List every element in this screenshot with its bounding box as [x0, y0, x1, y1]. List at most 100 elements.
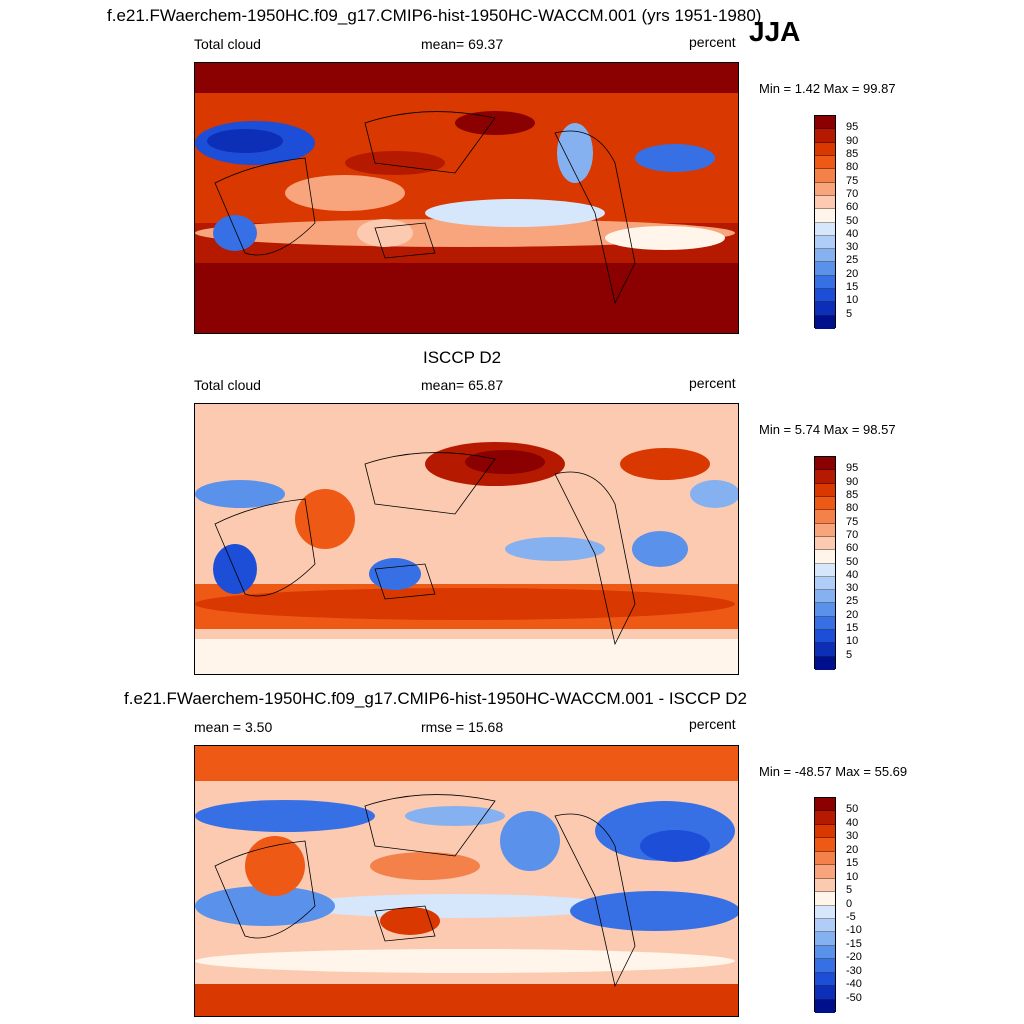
colorbar-tick-label: 15 — [846, 857, 859, 870]
colorbar-segment — [815, 892, 835, 906]
colorbar-segment — [815, 470, 835, 484]
colorbar-tick-label: 25 — [846, 595, 859, 608]
colorbar-tick-label: 95 — [846, 121, 859, 134]
colorbar-segment — [815, 656, 835, 670]
colorbar-segment — [815, 209, 835, 223]
colorbar-tick-label: 80 — [846, 502, 859, 515]
panel-obs-mean: mean= 65.87 — [421, 377, 504, 393]
colorbar-segment — [815, 563, 835, 577]
colorbar-tick-label: 20 — [846, 267, 859, 280]
colorbar-tick-label: 85 — [846, 488, 859, 501]
panel-model-title: f.e21.FWaerchem-1950HC.f09_g17.CMIP6-his… — [107, 6, 762, 25]
colorbar-segment — [815, 918, 835, 933]
colorbar-segment — [815, 590, 835, 604]
colorbar-segment — [815, 865, 835, 879]
colorbar-tick-label: 90 — [846, 475, 859, 488]
colorbar-segment — [815, 536, 835, 551]
colorbar-tick-label: 15 — [846, 622, 859, 635]
colorbar-segment — [815, 878, 835, 893]
colorbar-segment — [815, 457, 835, 471]
colorbar-segment — [815, 959, 835, 973]
panel-model-units: percent — [689, 34, 736, 50]
panel-obs-units: percent — [689, 375, 736, 391]
colorbar-segment — [815, 302, 835, 316]
colorbar-segment — [815, 510, 835, 524]
colorbar-tick-label: -50 — [846, 991, 862, 1004]
panel-diff-title: f.e21.FWaerchem-1950HC.f09_g17.CMIP6-his… — [124, 689, 747, 708]
panel-model-map — [194, 62, 739, 334]
colorbar-segment — [815, 496, 835, 511]
colorbar-tick-label: 30 — [846, 830, 859, 843]
colorbar-segment — [815, 851, 835, 866]
colorbar-segment — [815, 195, 835, 210]
panel-diff-map — [194, 745, 739, 1017]
colorbar-tick-label: 70 — [846, 528, 859, 541]
colorbar-segment — [815, 811, 835, 825]
colorbar-segment — [815, 116, 835, 130]
colorbar-segment — [815, 550, 835, 564]
colorbar-tick-label: 5 — [846, 648, 853, 661]
panel-diff-units: percent — [689, 716, 736, 732]
colorbar-tick-label: -15 — [846, 937, 862, 950]
colorbar-tick-label: 10 — [846, 635, 859, 648]
colorbar-segment — [815, 262, 835, 276]
panel-obs-minmax: Min = 5.74 Max = 98.57 — [759, 422, 896, 437]
colorbar-tick-label: 60 — [846, 201, 859, 214]
colorbar-segment — [815, 838, 835, 852]
colorbar-segment — [815, 945, 835, 960]
colorbar-tick-label: 85 — [846, 147, 859, 160]
colorbar-segment — [815, 222, 835, 236]
colorbar-segment — [815, 275, 835, 290]
colorbar-segment — [815, 169, 835, 183]
colorbar-tick-label: 95 — [846, 462, 859, 475]
colorbar-segment — [815, 986, 835, 1000]
panel-model-variable: Total cloud — [194, 36, 261, 52]
colorbar-tick-label: 50 — [846, 214, 859, 227]
colorbar-tick-label: 10 — [846, 294, 859, 307]
panel-obs-colorbar — [814, 456, 836, 670]
colorbar-tick-label: 90 — [846, 134, 859, 147]
colorbar-tick-label: 0 — [846, 897, 853, 910]
colorbar-tick-label: -40 — [846, 978, 862, 991]
colorbar-tick-label: 80 — [846, 161, 859, 174]
colorbar-segment — [815, 932, 835, 946]
panel-diff-colorbar — [814, 797, 836, 1013]
colorbar-tick-label: 20 — [846, 843, 859, 856]
colorbar-segment — [815, 249, 835, 263]
colorbar-segment — [815, 999, 835, 1013]
panel-model-minmax: Min = 1.42 Max = 99.87 — [759, 81, 896, 96]
colorbar-segment — [815, 289, 835, 303]
colorbar-segment — [815, 798, 835, 812]
map-obs-svg — [195, 404, 738, 674]
colorbar-tick-label: 50 — [846, 803, 859, 816]
colorbar-tick-label: 15 — [846, 281, 859, 294]
panel-model-colorbar — [814, 115, 836, 329]
colorbar-tick-label: 20 — [846, 608, 859, 621]
colorbar-tick-label: 40 — [846, 568, 859, 581]
colorbar-tick-label: 75 — [846, 515, 859, 528]
map-diff-svg — [195, 746, 738, 1016]
panel-obs-title: ISCCP D2 — [423, 348, 502, 367]
map-model-svg — [195, 63, 738, 333]
colorbar-segment — [815, 905, 835, 919]
panel-obs-map — [194, 403, 739, 675]
colorbar-tick-label: 5 — [846, 307, 853, 320]
panel-diff-minmax: Min = -48.57 Max = 55.69 — [759, 764, 908, 779]
colorbar-tick-label: 40 — [846, 816, 859, 829]
colorbar-segment — [815, 523, 835, 537]
colorbar-segment — [815, 643, 835, 657]
colorbar-segment — [815, 483, 835, 497]
colorbar-tick-label: 25 — [846, 254, 859, 267]
colorbar-tick-label: 5 — [846, 884, 853, 897]
colorbar-segment — [815, 616, 835, 631]
colorbar-tick-label: 75 — [846, 174, 859, 187]
colorbar-tick-label: 60 — [846, 542, 859, 555]
colorbar-segment — [815, 129, 835, 143]
colorbar-segment — [815, 824, 835, 839]
panel-model-mean: mean= 69.37 — [421, 36, 504, 52]
colorbar-tick-label: 50 — [846, 555, 859, 568]
colorbar-tick-label: -10 — [846, 924, 862, 937]
colorbar-tick-label: 30 — [846, 582, 859, 595]
colorbar-tick-label: 10 — [846, 870, 859, 883]
colorbar-tick-label: -30 — [846, 964, 862, 977]
